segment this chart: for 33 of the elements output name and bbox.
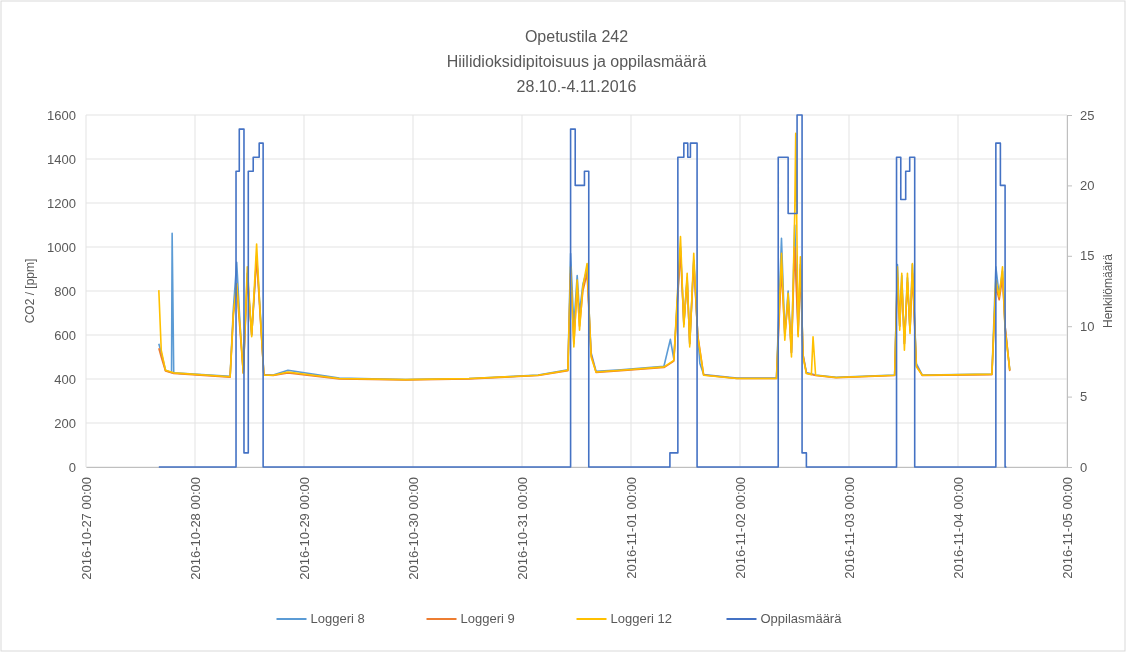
y-tick-label: 1200	[47, 195, 76, 211]
y-axis-title: CO2 / [ppm]	[23, 258, 37, 324]
x-tick-label: 2016-11-04 00:00	[951, 477, 967, 579]
y-tick-label: 400	[54, 371, 76, 387]
y2-tick-label: 5	[1080, 389, 1088, 405]
chart-title: Opetustila 242	[524, 28, 629, 45]
x-tick-label: 2016-11-05 00:00	[1060, 477, 1076, 579]
y-tick-label: 1400	[47, 151, 76, 167]
y2-tick-label: 10	[1080, 318, 1095, 334]
x-tick-label: 2016-10-31 00:00	[515, 477, 531, 580]
y-tick-label: 0	[68, 459, 76, 475]
y-tick-label: 800	[54, 283, 76, 299]
x-tick-label: 2016-10-27 00:00	[79, 477, 95, 580]
x-tick-label: 2016-11-02 00:00	[733, 477, 749, 579]
x-tick-label: 2016-10-28 00:00	[188, 477, 204, 580]
x-tick-label: 2016-10-29 00:00	[297, 477, 313, 580]
y-tick-label: 200	[54, 415, 76, 431]
y2-tick-label: 20	[1080, 178, 1095, 194]
y-tick-label: 1600	[47, 107, 76, 123]
x-tick-label: 2016-11-03 00:00	[842, 477, 858, 579]
y-tick-label: 1000	[47, 239, 76, 255]
y-tick-label: 600	[54, 327, 76, 343]
legend-label: Loggeri 8	[310, 611, 365, 626]
y2-tick-label: 0	[1080, 459, 1088, 475]
legend-label: Loggeri 9	[460, 611, 515, 626]
chart-subtitle: Hiilidioksidipitoisuus ja oppilasmäärä 28.10.-4.11.2016	[446, 53, 707, 95]
x-tick-label: 2016-11-01 00:00	[624, 477, 640, 579]
y2-axis-title: Henkilömäärä	[1101, 253, 1115, 329]
y2-tick-label: 15	[1080, 248, 1095, 264]
legend-label: Loggeri 12	[610, 611, 672, 626]
x-tick-label: 2016-10-30 00:00	[406, 477, 422, 580]
legend-label: Oppilasmäärä	[760, 611, 843, 626]
y2-tick-label: 25	[1080, 107, 1095, 123]
